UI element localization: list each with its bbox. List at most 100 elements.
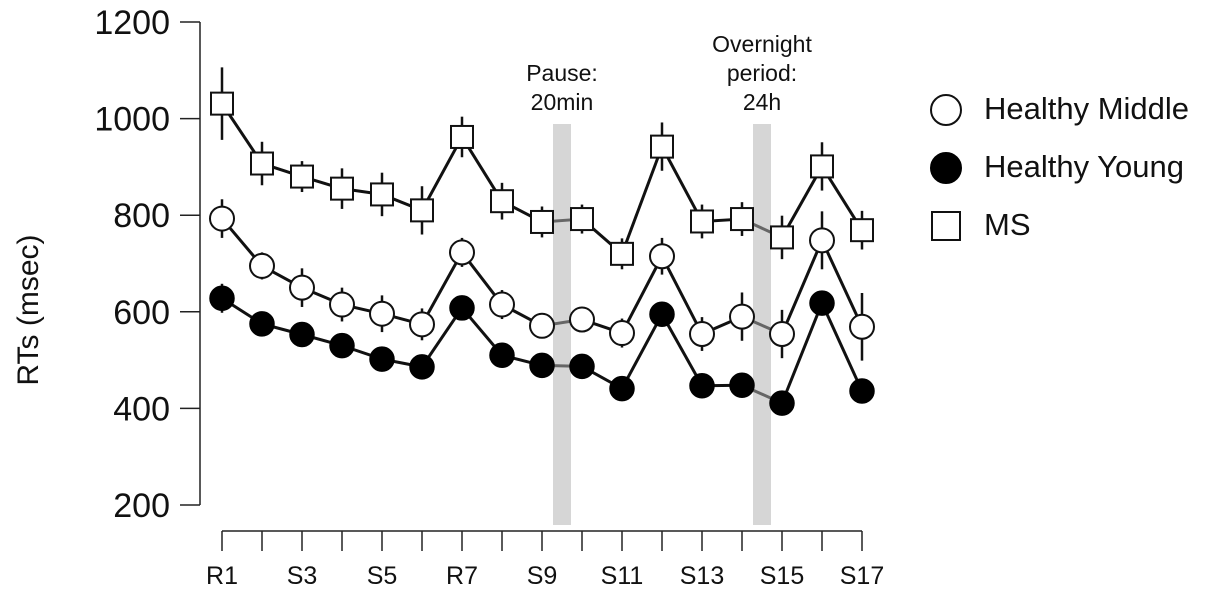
x-tick-label: S17 (840, 562, 884, 590)
data-point (249, 311, 275, 337)
data-point (409, 354, 435, 380)
data-point (569, 306, 595, 333)
legend-item-healthy-young: Healthy Young (928, 146, 1218, 204)
series-segment (660, 145, 704, 223)
data-point (409, 311, 435, 338)
data-point (489, 342, 515, 369)
data-point (729, 303, 755, 330)
legend-label: Healthy Young (984, 149, 1184, 184)
data-point (810, 154, 834, 179)
data-point (529, 352, 555, 379)
data-point (689, 321, 715, 348)
data-point (809, 290, 835, 316)
data-point (449, 295, 475, 321)
data-point (370, 182, 394, 207)
y-tick-label: 400 (113, 390, 170, 428)
data-point (490, 189, 514, 214)
break-annotations: Pause: 20min Overnight period: 24h (526, 31, 812, 115)
data-point (609, 375, 635, 402)
data-point (289, 274, 315, 301)
series-segment (420, 251, 464, 326)
break-annotation-line: period: (727, 60, 797, 86)
y-tick-label: 800 (113, 197, 170, 235)
series-ms (210, 67, 874, 270)
data-point (489, 291, 515, 318)
data-point (610, 241, 634, 266)
series-segment (660, 255, 704, 335)
break-annotation-line: Overnight (712, 31, 812, 57)
y-tick-label: 1000 (94, 101, 170, 139)
data-point (609, 320, 635, 347)
legend: Healthy Middle Healthy Young MS (928, 88, 1218, 262)
data-point (650, 134, 674, 159)
data-point (569, 353, 595, 380)
series-segment (780, 239, 824, 335)
data-point (729, 372, 755, 398)
data-point (410, 198, 434, 223)
x-tick-label: S5 (367, 562, 398, 590)
data-point (690, 209, 714, 234)
data-point (289, 321, 315, 348)
y-tick-label: 1200 (94, 4, 170, 42)
data-point (329, 332, 355, 359)
y-tick-label: 200 (113, 487, 170, 525)
data-point (849, 378, 875, 404)
data-point (809, 227, 835, 254)
series-segment (660, 313, 704, 387)
legend-item-ms: MS (928, 204, 1218, 262)
series-segment (620, 146, 664, 255)
series-segment (820, 302, 864, 392)
data-point (449, 239, 475, 266)
data-point (210, 91, 234, 116)
filled-circle-icon (930, 152, 962, 184)
data-point (329, 291, 355, 318)
series-segment (820, 239, 864, 328)
data-point (369, 346, 395, 372)
data-point (529, 312, 555, 339)
series-healthy-middle (209, 199, 875, 361)
x-tick-label: R1 (206, 562, 238, 590)
data-point (849, 313, 875, 340)
x-tick-label: S13 (680, 562, 724, 590)
data-point (769, 321, 795, 348)
data-point (330, 176, 354, 201)
series-segment (620, 255, 664, 334)
data-point (209, 285, 235, 312)
break-band (553, 124, 571, 525)
legend-item-healthy-middle: Healthy Middle (928, 88, 1218, 146)
data-point (250, 151, 274, 176)
data-point (769, 390, 795, 416)
legend-label: MS (984, 207, 1031, 242)
data-point (649, 243, 675, 270)
data-point (530, 209, 554, 234)
y-tick-label: 600 (113, 294, 170, 332)
series-healthy-young (209, 283, 875, 416)
data-point (649, 301, 675, 327)
break-annotation-line: 20min (531, 89, 594, 115)
data-point (209, 205, 235, 232)
break-annotation-line: Pause: (526, 60, 598, 86)
data-point (249, 252, 275, 279)
series-segment (780, 302, 824, 404)
data-point (689, 372, 715, 399)
data-point (770, 225, 794, 250)
axes: 200 400 600 800 1000 1200 R1 S3 S5 R7 S9 S11 S13 S15 S… (94, 4, 884, 590)
x-tick-label: S3 (287, 562, 318, 590)
data-point (450, 124, 474, 149)
data-point (290, 164, 314, 189)
x-tick-label: S15 (760, 562, 804, 590)
x-tick-label: S9 (527, 562, 558, 590)
x-tick-label: R7 (446, 562, 478, 590)
series-segment (620, 313, 664, 390)
open-circle-icon (930, 94, 962, 126)
series-layer (209, 67, 875, 416)
open-square-icon (931, 211, 961, 241)
data-point (369, 300, 395, 327)
y-axis-title-wrap: RTs (msec) (4, 120, 54, 500)
data-point (570, 207, 594, 232)
break-annotation-line: 24h (743, 89, 781, 115)
data-point (730, 207, 754, 232)
x-tick-label: S11 (601, 562, 644, 590)
y-axis-title: RTs (msec) (12, 234, 45, 386)
